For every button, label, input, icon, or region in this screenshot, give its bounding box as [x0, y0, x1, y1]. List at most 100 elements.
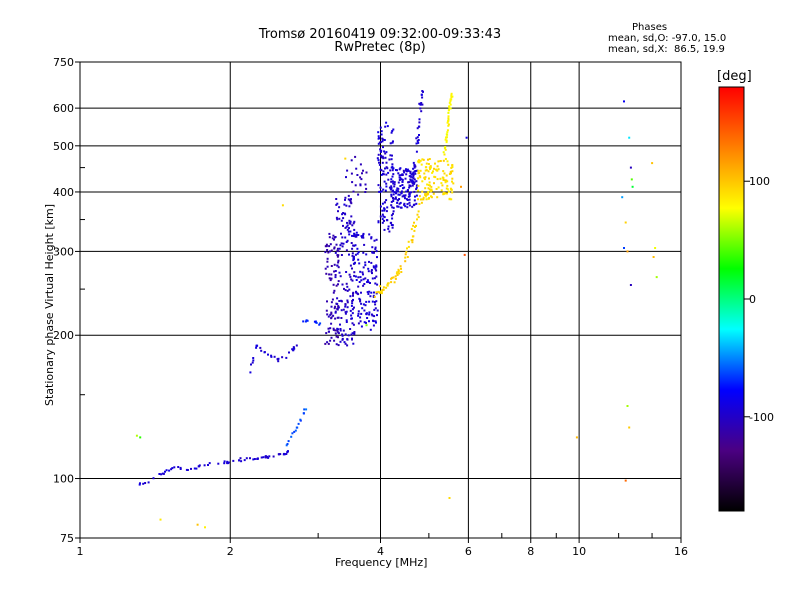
data-point	[411, 176, 414, 179]
data-point	[384, 167, 386, 170]
data-point	[330, 301, 333, 304]
data-point	[348, 288, 351, 291]
data-point	[358, 262, 361, 265]
data-point	[383, 216, 386, 219]
data-point	[403, 171, 406, 174]
data-point	[327, 315, 330, 318]
data-point	[329, 243, 332, 246]
data-point	[360, 279, 363, 282]
data-point	[362, 236, 365, 239]
data-point	[408, 193, 411, 196]
data-point	[375, 300, 378, 303]
data-point	[392, 212, 394, 215]
x-axis-ticks: 1 2 4 6 8 10 16	[77, 533, 688, 558]
data-point	[362, 232, 365, 235]
data-point	[295, 344, 298, 347]
data-point	[139, 436, 142, 439]
data-point	[423, 176, 426, 179]
data-point	[326, 265, 329, 268]
data-point	[420, 110, 423, 113]
data-point	[411, 205, 414, 208]
data-point	[327, 342, 330, 345]
data-point	[399, 167, 402, 170]
data-point	[353, 271, 356, 274]
data-point	[402, 187, 404, 190]
data-point	[370, 269, 373, 271]
data-point	[400, 192, 403, 195]
data-point	[285, 444, 288, 447]
data-point	[422, 196, 425, 199]
data-point	[252, 357, 255, 359]
data-point	[355, 231, 358, 234]
data-point	[391, 276, 394, 279]
data-point	[370, 270, 373, 273]
data-point	[416, 127, 419, 130]
data-point	[626, 250, 629, 253]
data-point	[346, 228, 349, 231]
data-point	[341, 334, 344, 337]
data-point	[463, 253, 466, 256]
data-point	[385, 286, 388, 289]
data-point	[342, 224, 344, 227]
colorbar-ticks: 100 0 -100	[744, 175, 774, 424]
data-point	[260, 349, 263, 352]
data-point	[393, 183, 396, 186]
data-point	[361, 236, 363, 239]
data-point	[379, 148, 382, 151]
data-point	[354, 244, 357, 247]
data-point	[433, 182, 435, 185]
data-point	[365, 324, 368, 327]
data-point	[418, 134, 420, 136]
y-tick-label: 200	[53, 329, 74, 342]
data-point	[444, 146, 447, 148]
data-point	[405, 190, 408, 193]
data-point	[398, 193, 401, 196]
data-point	[446, 160, 449, 163]
data-point	[341, 213, 344, 216]
data-point	[364, 191, 367, 193]
data-point	[372, 320, 375, 323]
data-point	[325, 332, 328, 335]
data-point	[418, 175, 421, 178]
data-point	[334, 332, 337, 335]
data-point	[450, 96, 453, 99]
data-point	[439, 160, 442, 162]
data-point	[413, 199, 416, 202]
data-point	[651, 162, 654, 165]
phases-heading: Phases	[632, 22, 668, 33]
data-point	[339, 340, 342, 343]
data-point	[405, 251, 408, 254]
data-point	[448, 497, 451, 499]
data-point	[335, 198, 338, 200]
data-point	[408, 195, 411, 198]
data-point	[385, 199, 388, 202]
data-point	[448, 198, 451, 201]
data-point	[390, 186, 393, 189]
data-point	[389, 169, 392, 172]
data-point	[357, 276, 360, 279]
data-point	[392, 182, 395, 185]
data-point	[390, 188, 393, 191]
data-point	[345, 225, 348, 228]
data-point	[384, 189, 387, 192]
data-point	[364, 264, 367, 267]
data-point	[375, 250, 378, 253]
data-point	[445, 174, 448, 177]
data-point	[449, 98, 452, 101]
data-point	[446, 121, 449, 124]
data-point	[374, 246, 377, 249]
data-point	[368, 313, 371, 316]
data-point	[399, 201, 402, 204]
data-point	[335, 216, 338, 219]
data-point	[238, 459, 241, 462]
data-point	[428, 181, 431, 184]
data-point	[343, 341, 346, 344]
data-point	[349, 309, 352, 312]
colorbar-tick-label: -100	[749, 411, 774, 424]
data-point	[385, 166, 388, 169]
data-point	[392, 167, 395, 170]
data-point	[375, 275, 378, 278]
y-tick-label: 750	[53, 56, 74, 69]
data-point	[418, 160, 421, 163]
data-point	[337, 306, 340, 309]
